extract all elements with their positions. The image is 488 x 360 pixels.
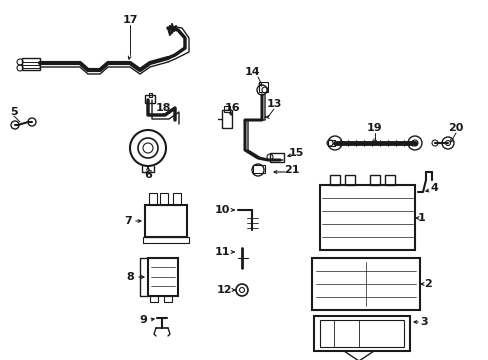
Bar — [150, 296, 158, 302]
Bar — [145, 205, 186, 237]
Text: 9: 9 — [139, 315, 146, 325]
Bar — [149, 193, 157, 205]
Bar — [327, 140, 334, 146]
Bar — [329, 175, 339, 185]
Bar — [319, 320, 403, 347]
Text: 1: 1 — [417, 213, 425, 223]
Bar — [148, 258, 178, 296]
Text: 13: 13 — [266, 99, 281, 109]
Text: 4: 4 — [429, 183, 437, 193]
Text: 16: 16 — [224, 103, 239, 113]
Text: 14: 14 — [244, 67, 259, 77]
Bar — [145, 95, 155, 103]
Text: 11: 11 — [214, 247, 229, 257]
Text: 8: 8 — [126, 272, 134, 282]
Bar — [149, 93, 152, 97]
Bar — [224, 106, 229, 112]
Bar — [345, 175, 354, 185]
Text: 12: 12 — [216, 285, 231, 295]
Text: 3: 3 — [419, 317, 427, 327]
Text: 2: 2 — [423, 279, 431, 289]
Text: 7: 7 — [124, 216, 132, 226]
Bar — [222, 110, 231, 128]
Text: 19: 19 — [366, 123, 382, 133]
Bar — [173, 193, 181, 205]
Text: 18: 18 — [155, 103, 170, 113]
Text: 5: 5 — [10, 107, 18, 117]
Text: 10: 10 — [214, 205, 229, 215]
Bar — [311, 258, 419, 310]
Bar — [252, 165, 264, 173]
Bar — [142, 237, 189, 243]
Text: 15: 15 — [288, 148, 303, 158]
Bar — [22, 58, 40, 70]
Bar — [384, 175, 394, 185]
Bar — [160, 193, 168, 205]
Text: 17: 17 — [122, 15, 138, 25]
Bar — [269, 153, 284, 162]
Bar — [369, 175, 379, 185]
Text: 21: 21 — [284, 165, 299, 175]
Text: 6: 6 — [144, 170, 152, 180]
Bar — [259, 82, 267, 92]
Bar — [163, 296, 172, 302]
Text: 20: 20 — [447, 123, 463, 133]
Bar — [313, 316, 409, 351]
Bar — [319, 185, 414, 250]
